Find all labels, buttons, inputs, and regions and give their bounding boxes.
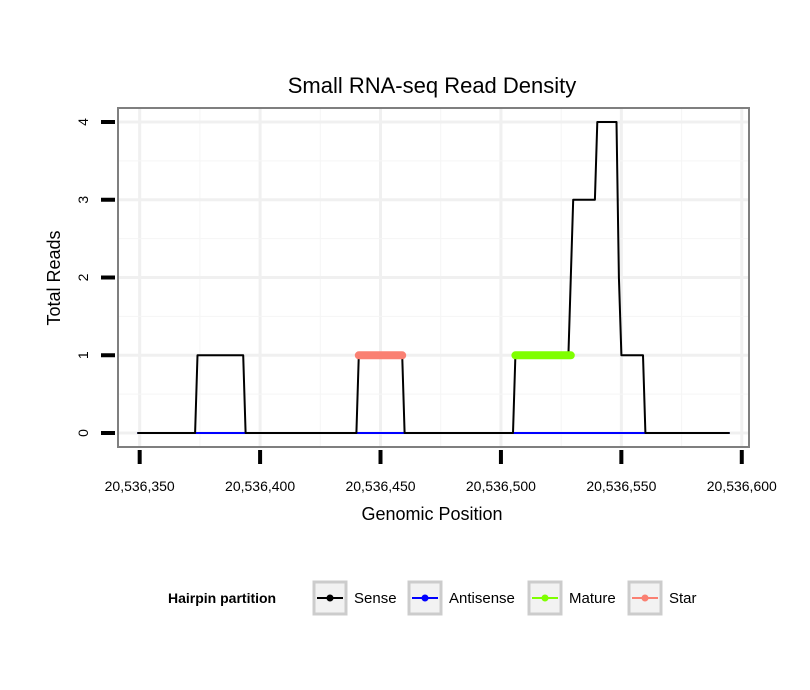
legend-title: Hairpin partition	[168, 590, 276, 606]
y-tick-label: 2	[75, 273, 91, 281]
legend-key-point	[326, 594, 334, 602]
x-tick-label: 20,536,550	[586, 478, 656, 494]
y-tick-label: 1	[75, 351, 91, 359]
x-tick-label: 20,536,500	[466, 478, 536, 494]
y-tick-label: 3	[75, 196, 91, 204]
grid-lines	[118, 108, 749, 447]
legend: Hairpin partition Sense Antisense Mature St…	[168, 580, 697, 616]
axes: 20,536,350 20,536,400 20,536,450 20,536,500…	[75, 118, 777, 494]
y-tick-label: 0	[75, 429, 91, 437]
plot-panel	[117, 107, 750, 448]
x-axis-label: Genomic Position	[361, 504, 502, 524]
x-tick-label: 20,536,350	[105, 478, 175, 494]
legend-label-antisense: Antisense	[449, 590, 515, 607]
y-tick-label: 4	[75, 118, 91, 126]
chart-title: Small RNA-seq Read Density	[288, 73, 577, 98]
series-layer	[137, 121, 730, 434]
x-tick-label: 20,536,400	[225, 478, 295, 494]
legend-label-sense: Sense	[354, 590, 397, 607]
x-tick-label: 20,536,450	[345, 478, 415, 494]
legend-key-point	[541, 594, 549, 602]
legend-label-star: Star	[669, 590, 697, 607]
legend-key-point	[641, 594, 649, 602]
x-tick-label: 20,536,600	[707, 478, 777, 494]
y-axis-label: Total Reads	[44, 230, 64, 325]
legend-label-mature: Mature	[569, 590, 616, 607]
legend-key-point	[421, 594, 429, 602]
